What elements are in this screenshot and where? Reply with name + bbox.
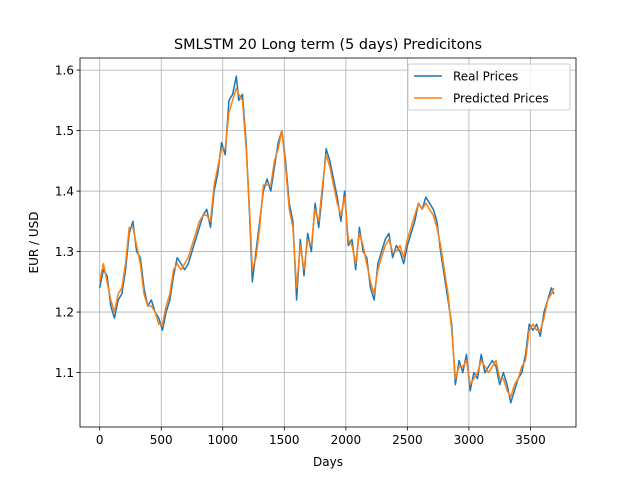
y-axis-ticks: 1.1 1.2 1.3 1.4 1.5 1.6 — [55, 63, 80, 380]
chart-title: SMLSTM 20 Long term (5 days) Predicitons — [174, 37, 482, 53]
legend-label-real-prices: Real Prices — [453, 69, 518, 83]
grid — [80, 58, 576, 427]
legend: Real Prices Predicted Prices — [407, 63, 571, 111]
x-tick-label: 3000 — [454, 433, 485, 447]
y-tick-label: 1.1 — [55, 366, 74, 380]
plot-frame — [79, 57, 577, 428]
y-tick-label: 1.3 — [55, 245, 74, 259]
series-line-real-prices — [98, 75, 555, 404]
x-tick-label: 1000 — [207, 433, 238, 447]
x-tick-label: 3500 — [515, 433, 546, 447]
x-axis-ticks: 0 500 1000 1500 2000 2500 3000 3500 — [96, 427, 546, 447]
y-tick-label: 1.5 — [55, 124, 74, 138]
x-tick-label: 1500 — [269, 433, 300, 447]
y-tick-label: 1.6 — [55, 63, 74, 77]
x-tick-label: 500 — [150, 433, 173, 447]
legend-label-predicted-prices: Predicted Prices — [453, 91, 549, 105]
legend-box — [407, 63, 571, 111]
x-tick-label: 0 — [96, 433, 104, 447]
y-tick-label: 1.2 — [55, 305, 74, 319]
series-line-predicted-prices — [98, 87, 555, 398]
x-tick-label: 2000 — [331, 433, 362, 447]
x-axis-label: Days — [313, 455, 343, 469]
x-tick-label: 2500 — [392, 433, 423, 447]
y-tick-label: 1.4 — [55, 184, 74, 198]
y-axis-label: EUR / USD — [27, 211, 41, 273]
series-lines — [98, 75, 555, 404]
